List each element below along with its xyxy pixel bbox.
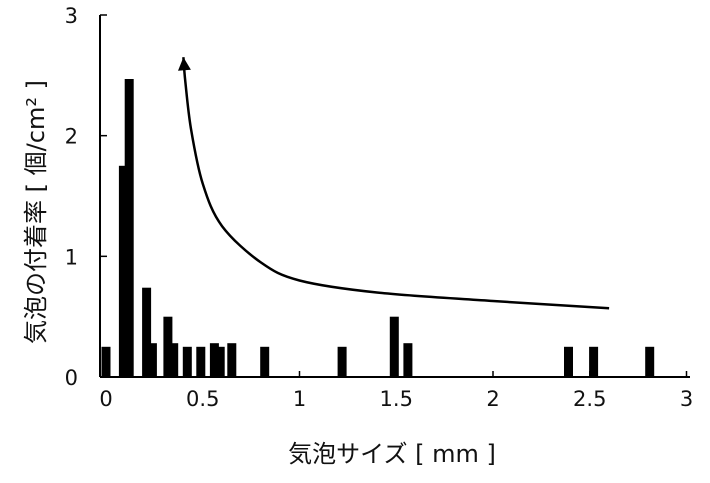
axes-layer bbox=[99, 15, 690, 378]
x-tick-label-1: 0.5 bbox=[186, 387, 219, 411]
bar-11 bbox=[227, 343, 237, 377]
trend-arrow-curve bbox=[182, 57, 610, 310]
bar-14 bbox=[389, 316, 399, 377]
bar-17 bbox=[589, 346, 599, 377]
y-tick-label-1: 1 bbox=[65, 245, 78, 269]
y-axis-title: 気泡の付着率 [ 個/cm² ] bbox=[22, 80, 50, 344]
y-tick-label-3: 3 bbox=[65, 4, 78, 28]
bar-13 bbox=[337, 346, 347, 377]
bar-12 bbox=[260, 346, 270, 377]
bar-10 bbox=[215, 346, 225, 377]
trend-arrow-layer bbox=[178, 57, 610, 310]
bar-3 bbox=[142, 287, 152, 377]
trend-arrow-head bbox=[178, 57, 191, 71]
bar-8 bbox=[196, 346, 206, 377]
bar-0 bbox=[101, 346, 111, 377]
y-tick-label-2: 2 bbox=[65, 125, 78, 149]
bar-6 bbox=[169, 343, 179, 377]
bar-5 bbox=[163, 316, 173, 377]
y-tick-label-0: 0 bbox=[65, 366, 78, 390]
ticks-layer: 0 1 2 3 0 0.5 1 1.5 2 2.5 3 bbox=[65, 4, 694, 411]
bar-16 bbox=[564, 346, 573, 377]
bar-1 bbox=[118, 165, 128, 377]
bar-2 bbox=[124, 79, 134, 377]
x-tick-label-2: 1 bbox=[293, 387, 306, 411]
x-tick-label-0: 0 bbox=[99, 387, 112, 411]
x-tick-label-4: 2 bbox=[486, 387, 499, 411]
bar-4 bbox=[147, 343, 157, 377]
bars-layer bbox=[101, 79, 655, 377]
bar-18 bbox=[645, 346, 655, 377]
bar-7 bbox=[182, 346, 192, 377]
x-tick-label-6: 3 bbox=[680, 387, 693, 411]
x-tick-label-5: 2.5 bbox=[573, 387, 606, 411]
x-tick-label-3: 1.5 bbox=[380, 387, 413, 411]
x-axis-title: 気泡サイズ [ mm ] bbox=[288, 440, 496, 468]
bar-9 bbox=[209, 343, 219, 377]
bar-15 bbox=[403, 343, 413, 377]
